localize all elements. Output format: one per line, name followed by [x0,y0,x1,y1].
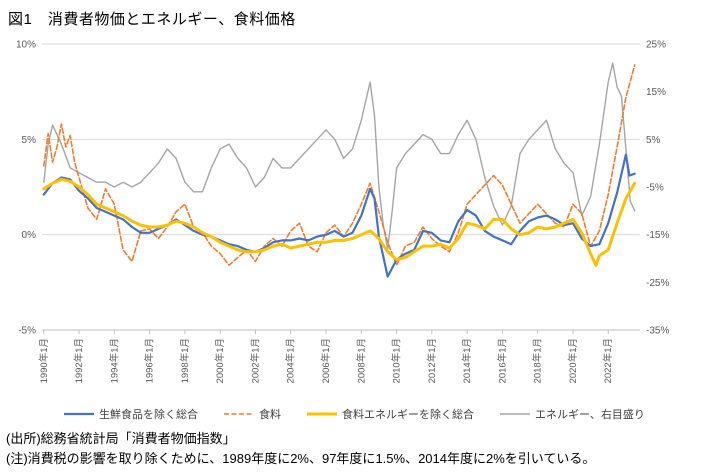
x-axis-tick-label: 2014年1月 [461,338,473,383]
x-axis-tick-label: 1996年1月 [144,338,156,383]
x-axis-tick-label: 2004年1月 [285,338,297,383]
x-axis-tick-label: 2010年1月 [391,338,403,383]
x-axis-tick-label: 1990年1月 [38,338,50,383]
x-axis-tick-label: 1994年1月 [108,338,120,383]
legend-label: 食料 [259,409,282,421]
source-note: (出所)総務省統計局「消費者物価指数」 [6,431,236,446]
x-axis-tick-label: 1998年1月 [179,338,191,383]
cpi-energy-food-line-chart: 10% 5% 0% -5% 25% 15% 5% -5% -15% -25% -35% 1990年1月… [16,40,669,384]
legend-line-sample [224,413,255,415]
x-axis-tick-label: 2018年1月 [532,338,544,383]
left-axis-tick-label: 5% [22,135,37,146]
right-axis-tick-label: 25% [646,40,666,51]
legend-item-1: 食料 [224,406,281,422]
legend-line-sample [307,412,338,416]
legend-label: 生鮮食品を除く総合 [99,409,199,421]
series-line-0 [42,153,636,278]
left-axis-labels: 10% 5% 0% -5% [16,40,36,337]
chart-legend: 生鮮食品を除く総合 食料 食料エネルギーを除く総合 エネルギー、右目盛り [0,403,709,425]
chart-title: 図1 消費者物価とエネルギー、食料価格 [8,11,296,28]
left-axis-tick-label: 0% [22,230,37,241]
x-axis-tick-label: 2022年1月 [602,338,614,383]
x-axis-tick-label: 2020年1月 [567,338,579,383]
series-line-2 [42,177,637,267]
right-axis-tick-label: -25% [646,278,669,289]
x-axis-labels: 1990年1月 1992年1月 1994年1月 1996年1月 1998年1月 2000年… [38,330,614,383]
right-axis-labels: 25% 15% 5% -5% -15% -25% -35% [646,40,669,337]
x-axis-tick-label: 2000年1月 [214,338,226,383]
legend-item-2: 食料エネルギーを除く総合 [307,406,474,422]
right-axis-tick-label: -15% [646,230,669,241]
left-axis-tick-label: -5% [18,326,36,337]
right-axis-tick-label: 15% [646,87,666,98]
legend-line-sample [64,412,95,416]
legend-item-3: エネルギー、右目盛り [500,406,645,422]
right-axis-tick-label: -5% [646,183,664,194]
series-line-1 [42,64,636,266]
x-axis-tick-label: 2008年1月 [355,338,367,383]
legend-label: 食料エネルギーを除く総合 [342,409,475,421]
x-axis-tick-label: 2012年1月 [426,338,438,383]
x-axis-tick-label: 2016年1月 [496,338,508,383]
right-axis-tick-label: 5% [646,135,661,146]
x-axis-tick-label: 2002年1月 [249,338,261,383]
x-axis-tick-label: 2006年1月 [320,338,332,383]
legend-line-sample [500,413,531,415]
left-axis-tick-label: 10% [16,40,36,51]
right-axis-tick-label: -35% [646,326,669,337]
legend-item-0: 生鮮食品を除く総合 [64,406,198,422]
x-axis-tick-label: 1992年1月 [73,338,85,383]
chart-footnotes: (出所)総務省統計局「消費者物価指数」 (注)消費税の影響を取り除くために、19… [0,425,709,469]
legend-label: エネルギー、右目盛り [535,409,645,421]
method-note: (注)消費税の影響を取り除くために、1989年度に2%、97年度に1.5%、20… [6,451,596,467]
series-line-3 [43,62,636,250]
